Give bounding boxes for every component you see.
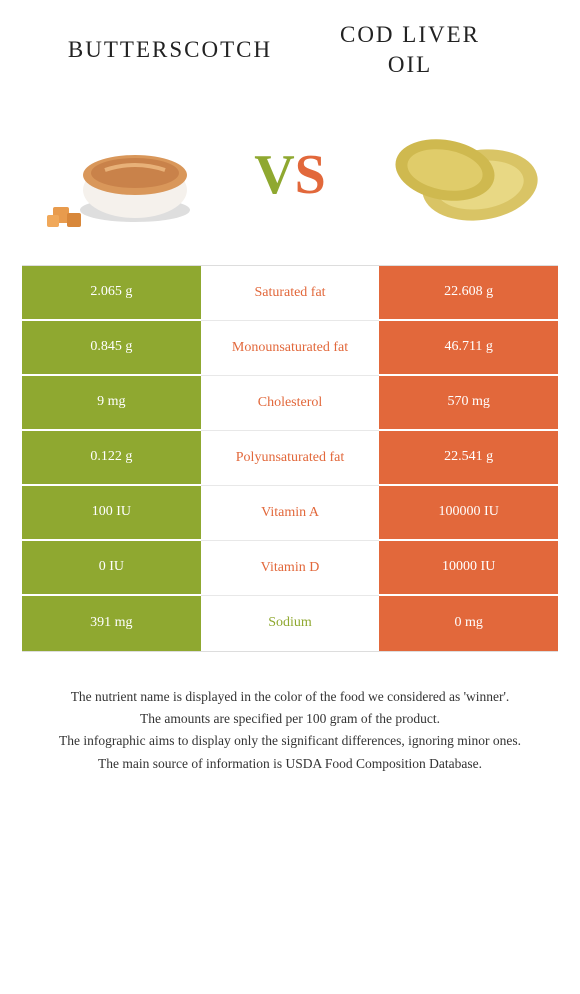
nutrient-name: Saturated fat (201, 266, 380, 321)
footnote-line: The nutrient name is displayed in the co… (28, 687, 552, 707)
right-value: 22.541 g (379, 431, 558, 486)
nutrient-name: Polyunsaturated fat (201, 431, 380, 486)
nutrient-name: Vitamin A (201, 486, 380, 541)
right-title-line2: OIL (290, 50, 530, 80)
left-value: 0.122 g (22, 431, 201, 486)
table-row: 0.122 g Polyunsaturated fat 22.541 g (22, 431, 558, 486)
table-row: 391 mg Sodium 0 mg (22, 596, 558, 651)
right-value: 0 mg (379, 596, 558, 651)
right-value: 100000 IU (379, 486, 558, 541)
hero-row: VS (20, 95, 560, 265)
table-row: 0 IU Vitamin D 10000 IU (22, 541, 558, 596)
left-food-title: BUTTERSCOTCH (50, 37, 290, 63)
footnotes: The nutrient name is displayed in the co… (20, 687, 560, 774)
right-value: 46.711 g (379, 321, 558, 376)
left-value: 0 IU (22, 541, 201, 596)
header: BUTTERSCOTCH COD LIVER OIL (20, 20, 560, 95)
right-food-title: COD LIVER OIL (290, 20, 530, 80)
left-value: 9 mg (22, 376, 201, 431)
nutrient-name: Monounsaturated fat (201, 321, 380, 376)
vs-s: S (295, 144, 326, 206)
left-value: 100 IU (22, 486, 201, 541)
footnote-line: The main source of information is USDA F… (28, 754, 552, 774)
right-value: 570 mg (379, 376, 558, 431)
cod-liver-oil-image (375, 115, 545, 235)
right-value: 10000 IU (379, 541, 558, 596)
nutrient-name: Vitamin D (201, 541, 380, 596)
left-value: 2.065 g (22, 266, 201, 321)
table-row: 100 IU Vitamin A 100000 IU (22, 486, 558, 541)
left-value: 391 mg (22, 596, 201, 651)
nutrient-table: 2.065 g Saturated fat 22.608 g 0.845 g M… (22, 265, 558, 652)
table-row: 9 mg Cholesterol 570 mg (22, 376, 558, 431)
right-value: 22.608 g (379, 266, 558, 321)
vs-label: VS (254, 143, 326, 207)
table-row: 2.065 g Saturated fat 22.608 g (22, 266, 558, 321)
table-row: 0.845 g Monounsaturated fat 46.711 g (22, 321, 558, 376)
nutrient-name: Cholesterol (201, 376, 380, 431)
footnote-line: The infographic aims to display only the… (28, 731, 552, 751)
nutrient-name: Sodium (201, 596, 380, 651)
right-title-line1: COD LIVER (290, 20, 530, 50)
footnote-line: The amounts are specified per 100 gram o… (28, 709, 552, 729)
vs-v: V (254, 144, 294, 206)
butterscotch-image (35, 115, 205, 235)
left-value: 0.845 g (22, 321, 201, 376)
